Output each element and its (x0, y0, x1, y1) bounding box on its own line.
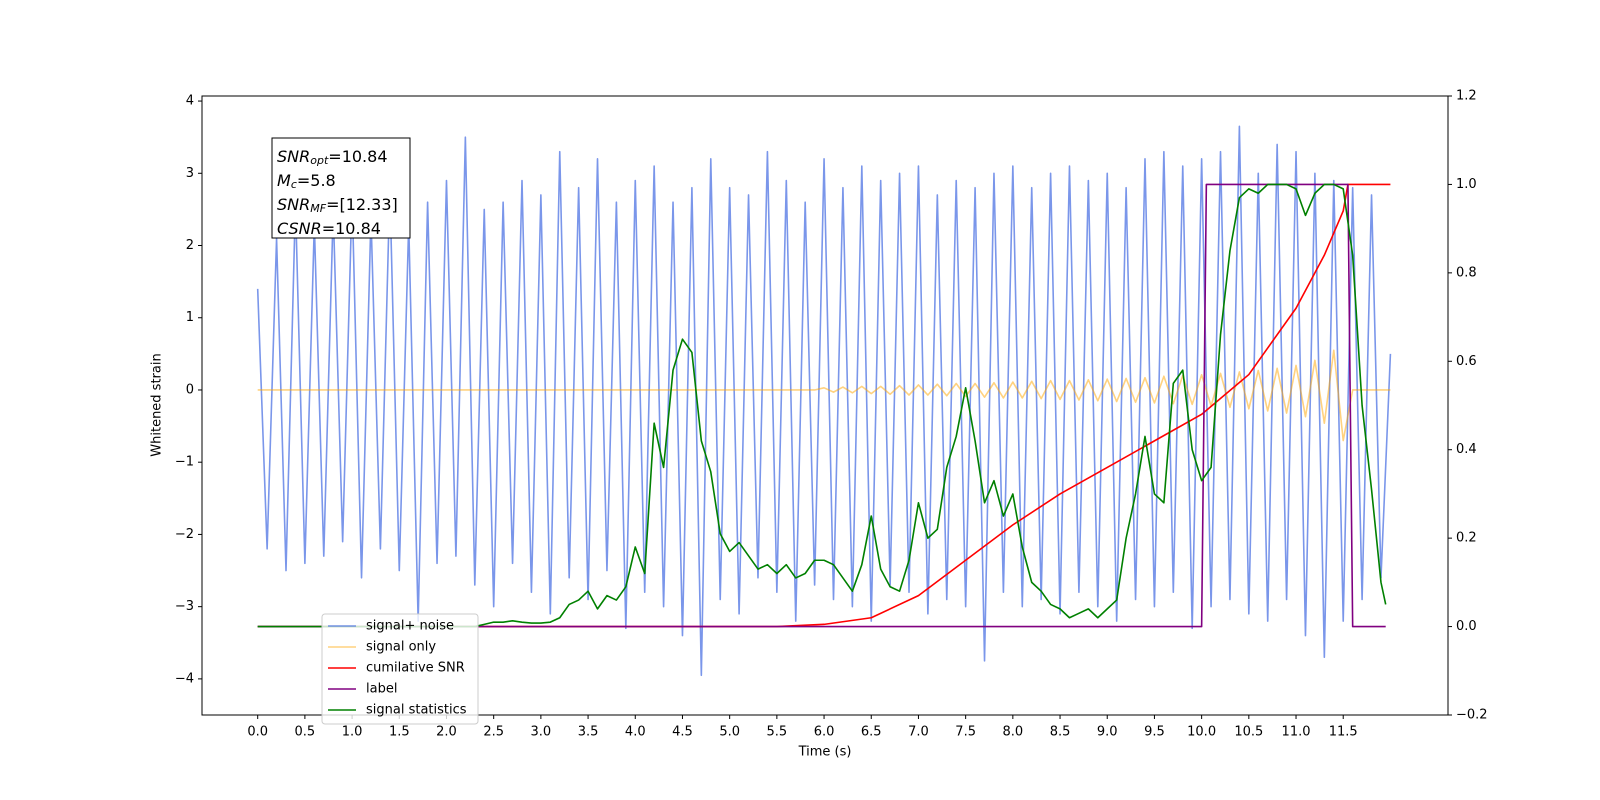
y-axis-label: Whitened strain (150, 353, 165, 456)
x-tick-label: 1.0 (342, 725, 363, 740)
x-tick-label: 6.5 (861, 725, 882, 740)
x-tick-label: 2.5 (483, 725, 504, 740)
y-tick-label: 1 (186, 310, 194, 325)
x-tick-label: 7.0 (908, 725, 929, 740)
y2-tick-label: 1.0 (1456, 177, 1477, 192)
series-line (256, 125, 1392, 677)
annotation-subscript: MF (310, 202, 326, 215)
x-tick-label: 5.5 (767, 725, 788, 740)
y-tick-label: 0 (186, 382, 194, 397)
annotation-value: =[12.33] (326, 195, 398, 214)
legend-label: cumilative SNR (366, 661, 465, 676)
y-tick-label: −4 (175, 671, 194, 686)
x-tick-label: 10.5 (1234, 725, 1263, 740)
annotation-symbol: SNR (277, 195, 310, 214)
annotation-box (271, 137, 411, 239)
annotation-value: =5.8 (297, 171, 336, 190)
annotation-subscript: c (291, 178, 297, 191)
series-line (257, 349, 1391, 442)
annotation-symbol: SNR (277, 147, 310, 166)
annotation-value: =10.84 (322, 219, 381, 238)
y-tick-label: 3 (186, 166, 194, 181)
y2-tick-label: 0.8 (1456, 265, 1477, 280)
axes-frame (201, 95, 1449, 716)
x-tick-label: 2.0 (436, 725, 457, 740)
legend: signal+ noise signal only cumilative SNR la… (321, 613, 479, 725)
x-tick-label: 5.0 (719, 725, 740, 740)
x-tick-label: 8.0 (1003, 725, 1024, 740)
x-tick-label: 11.5 (1329, 725, 1358, 740)
x-tick-label: 11.0 (1282, 725, 1311, 740)
y-tick-label: 2 (186, 238, 194, 253)
legend-label: signal only (366, 640, 436, 655)
annotation-line: CSNR=10.84 (277, 219, 381, 238)
x-tick-label: 0.5 (295, 725, 316, 740)
legend-label: signal+ noise (366, 619, 454, 634)
x-tick-label: 9.0 (1097, 725, 1118, 740)
annotation: SNRopt=10.84Mc=5.8SNRMF=[12.33]CSNR=10.8… (271, 137, 411, 239)
x-tick-label: 0.0 (247, 725, 268, 740)
y-tick-label: −1 (175, 455, 194, 470)
x-tick-label: 8.5 (1050, 725, 1071, 740)
y-tick-label: −3 (175, 599, 194, 614)
legend-box (321, 613, 479, 725)
annotation-line: SNRopt=10.84 (277, 147, 388, 168)
x-tick-label: 1.5 (389, 725, 410, 740)
y-tick-label: −2 (175, 527, 194, 542)
annotation-value: =10.84 (328, 147, 387, 166)
annotation-line: SNRMF=[12.33] (277, 195, 398, 216)
y2-tick-label: 0.4 (1456, 442, 1477, 457)
legend-label: signal statistics (366, 703, 467, 718)
x-tick-label: 4.5 (672, 725, 693, 740)
annotation-symbol: M (277, 171, 291, 190)
y2-tick-label: 0.2 (1456, 531, 1477, 546)
x-tick-label: 3.0 (531, 725, 552, 740)
y-tick-label: 4 (186, 94, 194, 109)
x-tick-label: 10.0 (1187, 725, 1216, 740)
x-tick-label: 6.0 (814, 725, 835, 740)
x-tick-label: 4.0 (625, 725, 646, 740)
y2-tick-label: −0.2 (1456, 708, 1488, 723)
series-line (257, 183, 1387, 628)
x-tick-label: 7.5 (955, 725, 976, 740)
y2-tick-label: 0.6 (1456, 354, 1477, 369)
annotation-subscript: opt (310, 154, 329, 167)
annotation-symbol: CSNR (277, 219, 322, 238)
y2-tick-label: 1.2 (1456, 89, 1477, 104)
legend-label: label (366, 682, 397, 697)
series-line (257, 183, 1391, 628)
x-axis-label: Time (s) (798, 745, 852, 760)
y2-tick-label: 0.0 (1456, 619, 1477, 634)
x-tick-label: 3.5 (578, 725, 599, 740)
annotation-line: Mc=5.8 (277, 171, 336, 192)
x-tick-label: 9.5 (1144, 725, 1165, 740)
